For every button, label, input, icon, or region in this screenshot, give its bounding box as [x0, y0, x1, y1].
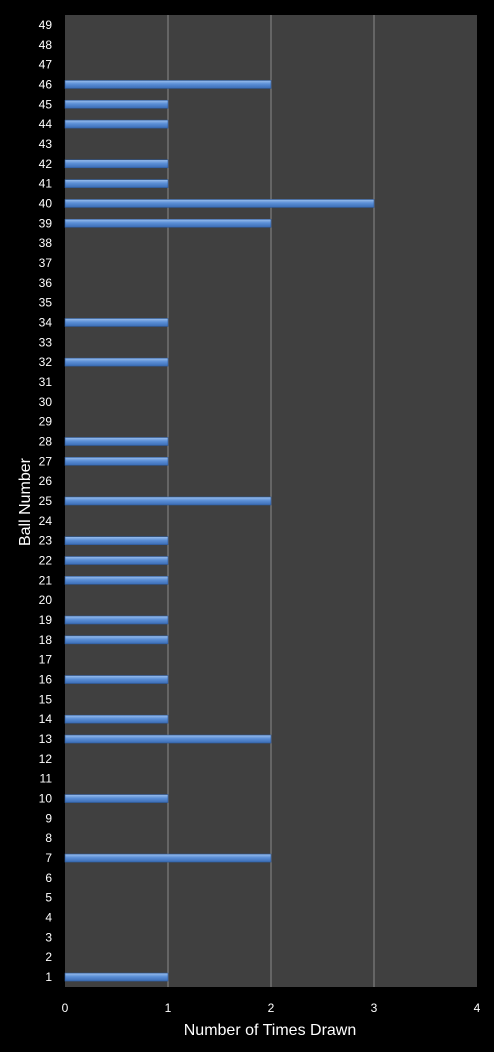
y-tick-label: 42 — [39, 157, 53, 171]
bar-ball-18 — [64, 635, 169, 645]
bar-ball-13 — [64, 734, 272, 744]
y-tick-label: 41 — [39, 177, 53, 191]
x-tick-label: 0 — [62, 1001, 69, 1015]
y-tick-label: 19 — [39, 613, 53, 627]
bar-ball-46 — [64, 80, 272, 89]
y-tick-label: 17 — [39, 653, 53, 667]
bar-ball-23 — [64, 536, 169, 545]
y-tick-label: 27 — [39, 454, 53, 468]
y-tick-label: 46 — [39, 77, 53, 91]
y-tick-label: 45 — [39, 97, 53, 111]
y-tick-label: 43 — [39, 137, 53, 151]
y-tick-label: 21 — [39, 573, 53, 587]
y-tick-label: 12 — [39, 752, 53, 766]
y-tick-label: 28 — [39, 434, 53, 448]
y-tick-label: 25 — [39, 494, 53, 508]
y-tick-label: 33 — [39, 335, 53, 349]
x-tick-label: 3 — [371, 1001, 378, 1015]
bar-ball-32 — [64, 357, 169, 367]
bar-ball-14 — [64, 714, 169, 724]
y-tick-label: 9 — [45, 811, 52, 825]
y-tick-label: 38 — [39, 236, 53, 250]
y-tick-label: 18 — [39, 633, 53, 647]
bars — [64, 80, 375, 982]
y-tick-label: 26 — [39, 474, 53, 488]
y-tick-label: 11 — [40, 772, 53, 786]
y-tick-label: 14 — [39, 712, 53, 726]
bar-ball-22 — [64, 556, 169, 565]
y-tick-label: 2 — [45, 950, 52, 964]
y-tick-label: 29 — [39, 415, 53, 429]
y-tick-label: 30 — [39, 395, 53, 409]
bar-ball-45 — [64, 99, 169, 109]
bar-ball-34 — [64, 318, 169, 327]
y-tick-label: 36 — [39, 276, 53, 290]
y-tick-label: 32 — [39, 355, 53, 369]
y-tick-label: 47 — [39, 58, 53, 72]
y-tick-label: 22 — [39, 554, 53, 568]
bar-ball-42 — [64, 159, 169, 169]
bar-ball-41 — [64, 179, 169, 188]
y-tick-label: 3 — [45, 930, 52, 944]
bar-ball-44 — [64, 119, 169, 129]
y-tick-label: 34 — [39, 315, 53, 329]
y-tick-label: 24 — [39, 514, 53, 528]
y-tick-label: 1 — [45, 970, 52, 984]
x-tick-label: 2 — [268, 1001, 275, 1015]
y-tick-label: 49 — [39, 18, 53, 32]
x-tick-label: 4 — [474, 1001, 481, 1015]
y-tick-label: 31 — [39, 375, 53, 389]
y-tick-label: 40 — [39, 196, 53, 210]
y-tick-label: 6 — [45, 871, 52, 885]
y-tick-label: 10 — [39, 792, 53, 806]
bar-ball-40 — [64, 199, 375, 208]
bar-ball-10 — [64, 794, 169, 803]
bar-ball-28 — [64, 437, 169, 446]
bar-ball-25 — [64, 496, 272, 506]
x-tick-labels: 0 1 2 3 4 — [62, 1001, 481, 1015]
y-tick-label: 4 — [45, 911, 52, 925]
y-tick-label: 15 — [39, 692, 53, 706]
bar-ball-16 — [64, 675, 169, 684]
bar-ball-1 — [64, 972, 169, 982]
y-tick-label: 44 — [39, 117, 53, 131]
bar-ball-19 — [64, 615, 169, 625]
bar-ball-7 — [64, 853, 272, 863]
y-tick-labels: 1234567891011121314151617181920212223242… — [39, 18, 53, 984]
y-axis-title: Ball Number — [17, 457, 34, 546]
y-tick-label: 39 — [39, 216, 53, 230]
bar-ball-39 — [64, 218, 272, 228]
y-tick-label: 37 — [39, 256, 53, 270]
y-tick-label: 48 — [39, 38, 53, 52]
y-tick-label: 23 — [39, 534, 53, 548]
bar-ball-21 — [64, 576, 169, 585]
y-tick-label: 16 — [39, 673, 53, 687]
y-tick-label: 8 — [45, 831, 52, 845]
y-tick-label: 13 — [39, 732, 53, 746]
y-tick-label: 35 — [39, 296, 53, 310]
x-tick-label: 1 — [165, 1001, 172, 1015]
bar-ball-27 — [64, 457, 169, 466]
y-tick-label: 7 — [45, 851, 52, 865]
x-axis-title: Number of Times Drawn — [184, 1022, 357, 1039]
y-tick-label: 20 — [39, 593, 53, 607]
y-tick-label: 5 — [45, 891, 52, 905]
